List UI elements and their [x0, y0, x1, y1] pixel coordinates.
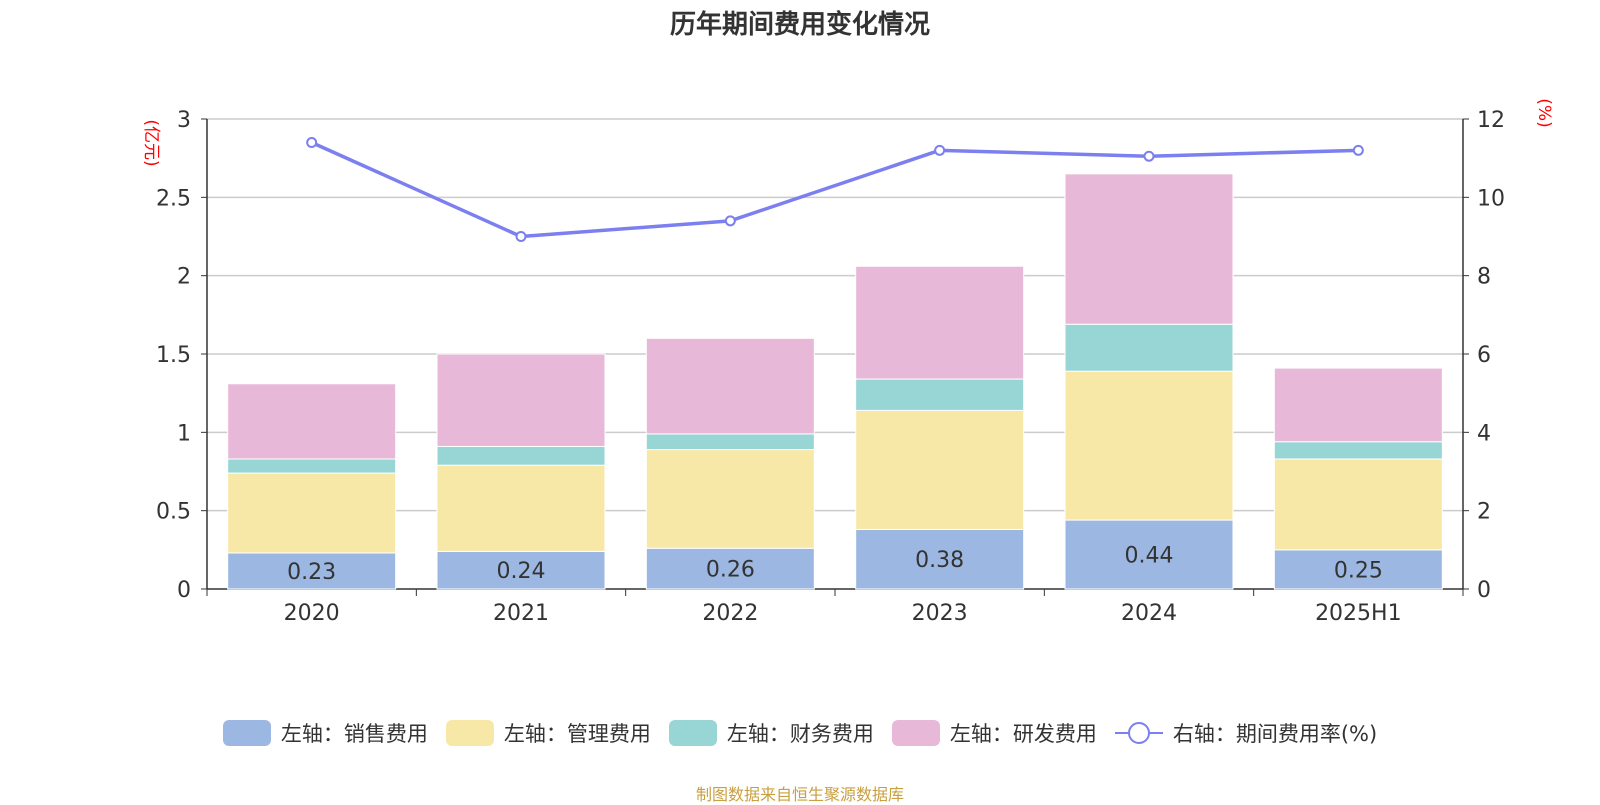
rate-line [310, 140, 1359, 239]
right-axis-tick-label: 8 [1477, 265, 1491, 290]
left-axis-unit: (亿元) [141, 119, 161, 166]
legend-label: 左轴：销售费用 [280, 722, 428, 746]
rate-line-point [515, 231, 527, 242]
legend-swatch [668, 720, 717, 746]
rate-line-point [724, 215, 736, 227]
legend-swatch [1114, 720, 1163, 746]
right-axis-tick-label: 2 [1477, 500, 1491, 525]
left-axis-tick-label: 1 [177, 421, 191, 446]
bar-data-label: 0.44 [1125, 544, 1174, 569]
bar-data-label: 0.24 [497, 559, 546, 584]
rate-line-point [306, 137, 318, 148]
left-axis-tick-label: 3 [177, 108, 191, 133]
bar-segment [645, 547, 815, 590]
bar-data-label: 0.23 [287, 560, 336, 585]
right-axis-tick-label: 12 [1477, 108, 1505, 133]
legend-swatch [445, 720, 494, 746]
bar-segment [227, 472, 397, 554]
bar-data-label: 0.38 [915, 548, 964, 573]
legend-label: 左轴：财务费用 [726, 722, 874, 746]
x-axis-tick-label: 2020 [284, 601, 340, 626]
left-axis-tick-label: 2 [177, 265, 191, 290]
bar-segment [645, 449, 815, 549]
bar-segment [436, 353, 606, 447]
bar-segment [436, 550, 606, 590]
bar-segment [1064, 173, 1234, 325]
bar-segment [436, 464, 606, 552]
x-axis-tick-label: 2022 [702, 601, 758, 626]
bar-segment [855, 265, 1025, 380]
x-axis-tick-label: 2023 [912, 601, 968, 626]
bar-segment [1064, 323, 1234, 372]
x-axis-tick-label: 2024 [1121, 601, 1177, 626]
x-axis-tick-label: 2021 [493, 601, 549, 626]
bar-segment [645, 337, 815, 435]
legend-item[interactable]: 左轴：销售费用 [222, 718, 428, 748]
bar-data-label: 0.26 [706, 558, 755, 583]
bar-segment [1273, 367, 1443, 443]
bar-segment [645, 433, 815, 451]
bar-data-label: 0.25 [1334, 558, 1383, 583]
legend-label: 左轴：管理费用 [503, 722, 651, 746]
legend-item[interactable]: 左轴：财务费用 [668, 718, 874, 748]
source-note: 制图数据来自恒生聚源数据库 [695, 785, 904, 804]
legend-item[interactable]: 右轴：期间费用率(%) [1114, 718, 1378, 748]
bar-segment [436, 445, 606, 466]
bar-segment [855, 378, 1025, 411]
bar-segment [1273, 549, 1443, 590]
left-axis-tick-label: 1.5 [156, 343, 191, 368]
chart-legend: 左轴：销售费用 左轴：管理费用 左轴：财务费用 左轴：研发费用 右轴：期间费用率(%) [0, 718, 1600, 748]
legend-item[interactable]: 左轴：研发费用 [891, 718, 1097, 748]
rate-line-point [1143, 150, 1155, 162]
x-axis-tick-label: 2025H1 [1315, 601, 1402, 626]
rate-line-point [1352, 144, 1364, 156]
bar-segment [1273, 441, 1443, 460]
bar-segment [855, 528, 1025, 590]
right-axis-tick-label: 4 [1477, 421, 1491, 446]
left-axis-tick-label: 0 [177, 578, 191, 603]
bar-segment [227, 383, 397, 460]
bar-segment [227, 552, 397, 590]
left-axis-tick-label: 2.5 [156, 186, 191, 211]
right-axis-tick-label: 0 [1477, 578, 1491, 603]
legend-swatch [891, 720, 940, 746]
bar-segment [855, 409, 1025, 530]
chart-title: 历年期间费用变化情况 [669, 10, 930, 40]
bar-segment [1064, 519, 1234, 590]
right-axis-tick-label: 6 [1477, 343, 1491, 368]
bar-segment [1064, 370, 1234, 521]
legend-swatch [222, 720, 271, 746]
left-axis-tick-label: 0.5 [156, 500, 191, 525]
bar-segment [227, 458, 397, 474]
bar-segment [1273, 458, 1443, 551]
legend-item[interactable]: 左轴：管理费用 [445, 718, 651, 748]
right-axis-unit: (%) [1534, 98, 1554, 127]
right-axis-tick-label: 10 [1477, 186, 1505, 211]
rate-line-point [934, 144, 946, 156]
legend-label: 左轴：研发费用 [949, 722, 1097, 746]
legend-label: 右轴：期间费用率(%) [1172, 722, 1378, 746]
